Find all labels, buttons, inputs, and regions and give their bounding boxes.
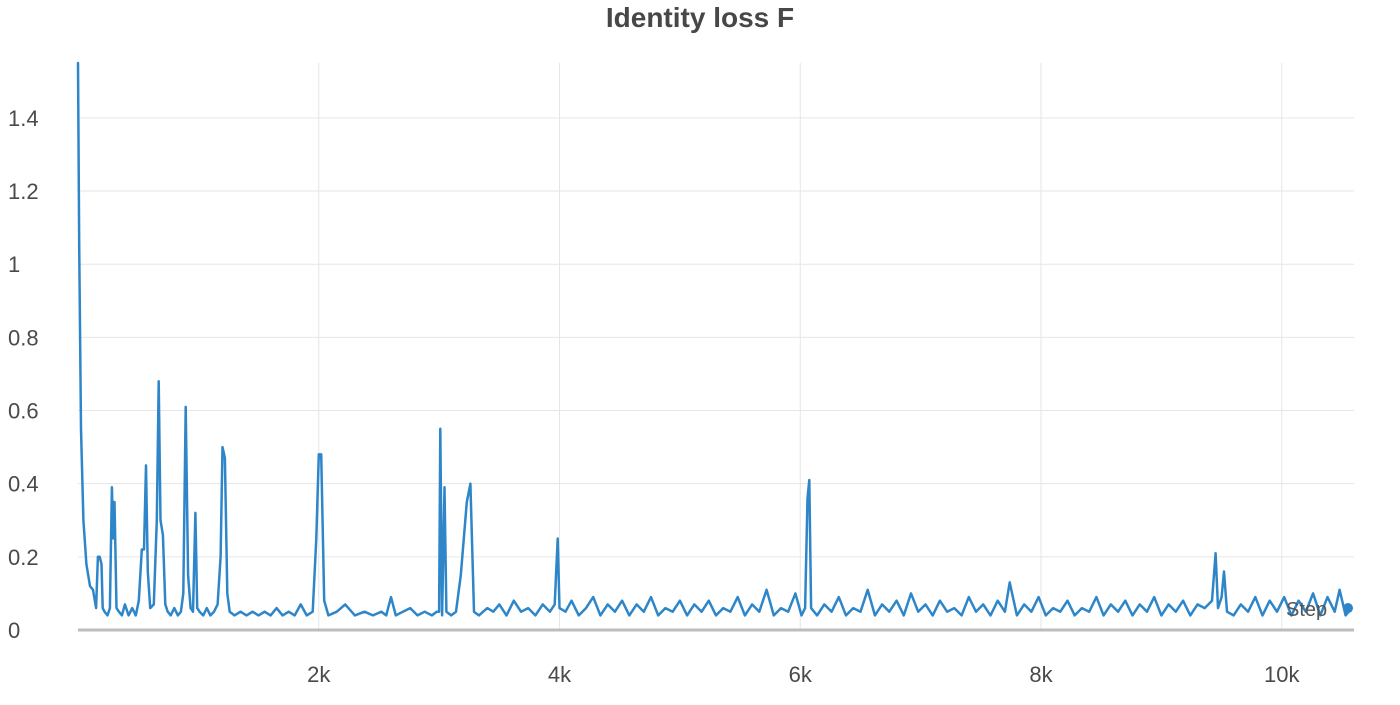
y-tick-label: 1.2 [8,179,39,204]
y-tick-label: 1 [8,252,20,277]
x-tick-label: 10k [1264,662,1300,687]
x-axis-label: Step [1286,599,1327,621]
grid-lines [78,63,1354,630]
y-tick-label: 0.4 [8,472,39,497]
y-axis-ticks: 0 0.2 0.4 0.6 0.8 1 1.2 1.4 [8,106,39,643]
y-tick-label: 0.8 [8,325,39,350]
x-tick-label: 6k [789,662,813,687]
y-tick-label: 0.6 [8,399,39,424]
series-line [76,61,1353,617]
chart-title: Identity loss F [605,2,795,33]
x-axis-ticks: 2k 4k 6k 8k 10k [307,662,1300,687]
y-tick-label: 0 [8,618,20,643]
y-tick-label: 1.4 [8,106,39,131]
x-tick-label: 4k [548,662,572,687]
x-tick-label: 2k [307,662,331,687]
series-group [76,61,1353,617]
series-end-point [1343,603,1353,614]
x-tick-label: 8k [1029,662,1053,687]
y-tick-label: 0.2 [8,545,39,570]
